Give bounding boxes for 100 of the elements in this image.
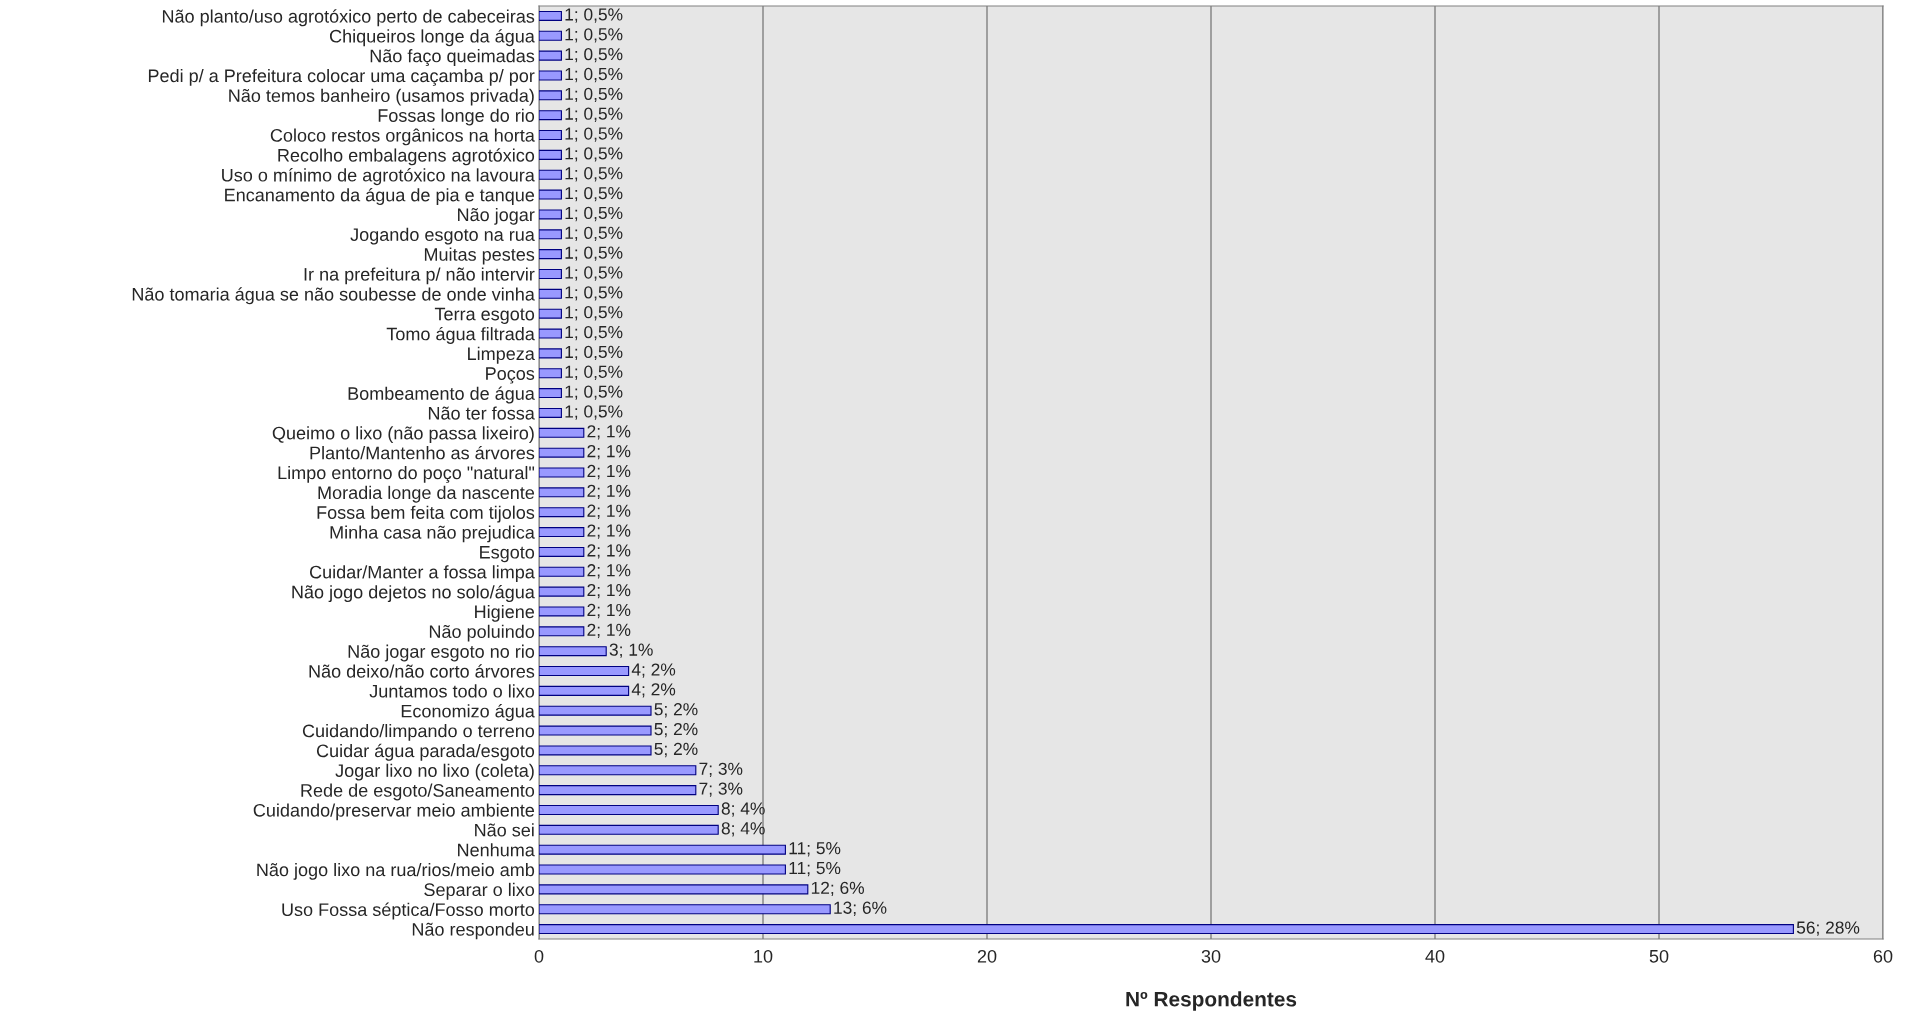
bar <box>539 427 585 438</box>
data-label: 1; 0,5% <box>565 87 623 103</box>
bar <box>539 487 585 498</box>
bar <box>539 328 562 339</box>
bar <box>539 606 585 617</box>
y-tick-label: Não jogo dejetos no solo/água <box>292 584 535 602</box>
bar <box>539 368 562 379</box>
y-tick-label: Queimo o lixo (não passa lixeiro) <box>272 426 534 444</box>
data-label: 1; 0,5% <box>565 306 623 321</box>
bar <box>539 765 697 776</box>
y-tick-label: Jogar lixo no lixo (coleta) <box>335 763 534 781</box>
data-label: 2; 1% <box>587 564 631 579</box>
x-tick-label: 10 <box>754 949 773 963</box>
y-tick-label: Pedi p/ a Prefeitura colocar uma caçamba p/ por <box>148 68 535 86</box>
y-tick-label: Não sei <box>475 823 534 837</box>
bar <box>539 785 697 796</box>
data-label: 2; 1% <box>587 544 631 559</box>
data-label: 1; 0,5% <box>565 28 623 43</box>
data-label: 5; 2% <box>654 722 698 738</box>
data-label: 4; 2% <box>631 663 676 678</box>
bar <box>539 725 652 736</box>
data-label: 1; 0,5% <box>565 186 623 202</box>
y-tick-label: Uso o mínimo de agrotóxico na lavoura <box>222 168 535 186</box>
data-label: 1; 0,5% <box>565 206 623 222</box>
bar <box>539 308 562 319</box>
bar <box>539 864 786 875</box>
bar <box>539 209 562 220</box>
bar <box>539 685 630 696</box>
data-label: 1; 0,5% <box>565 405 623 420</box>
data-label: 2; 1% <box>587 583 631 599</box>
y-tick-label: Economizo água <box>401 704 535 722</box>
data-label: 1; 0,5% <box>565 226 623 241</box>
y-tick-label: Não planto/uso agrotóxico perto de cabeceiras <box>162 9 535 27</box>
bar <box>539 268 562 280</box>
y-tick-label: Limpeza <box>468 346 535 364</box>
y-tick-label: Limpo entorno do poço "natural" <box>278 465 535 483</box>
bar <box>539 924 1794 935</box>
y-tick-label: Não ter fossa <box>428 406 535 420</box>
data-label: 1; 0,5% <box>565 345 623 361</box>
bar <box>539 646 607 657</box>
data-label: 8; 4% <box>721 822 765 837</box>
data-label: 2; 1% <box>587 445 631 460</box>
data-label: 12; 6% <box>811 881 865 897</box>
data-label: 56; 28% <box>1796 921 1860 936</box>
data-label: 7; 3% <box>699 762 743 777</box>
data-label: 13; 6% <box>834 901 887 916</box>
y-tick-label: Cuidando/limpando o terreno <box>302 724 535 741</box>
y-tick-label: Minha casa não prejudica <box>330 525 535 543</box>
y-tick-label: Não poluindo <box>429 624 535 642</box>
data-label: 2; 1% <box>587 603 631 619</box>
y-tick-label: Recolho embalagens agrotóxico <box>278 148 535 166</box>
bar <box>539 745 652 756</box>
bar <box>539 804 719 815</box>
bar <box>539 844 786 855</box>
x-axis-title: Nº Respondentes <box>1126 991 1297 1011</box>
data-label: 2; 1% <box>587 623 631 639</box>
y-tick-label: Chiqueiros longe da água <box>329 29 535 47</box>
data-label: 8; 4% <box>721 802 765 817</box>
data-label: 3; 1% <box>609 643 653 658</box>
x-tick-label: 30 <box>1201 949 1221 963</box>
y-tick-label: Juntamos todo o lixo <box>369 684 535 698</box>
bar <box>539 586 585 597</box>
data-label: 11; 5% <box>789 842 841 857</box>
y-tick-label: Terra esgoto <box>434 307 535 324</box>
y-tick-label: Esgoto <box>480 546 535 563</box>
bar <box>539 546 585 557</box>
y-tick-label: Nenhuma <box>458 843 535 857</box>
y-tick-label: Bombeamento de água <box>348 386 535 404</box>
bar <box>539 705 652 716</box>
data-label: 1; 0,5% <box>565 107 623 122</box>
bar <box>539 50 562 61</box>
bar <box>539 407 562 418</box>
bar <box>539 229 562 240</box>
y-tick-label: Cuidar/Manter a fossa limpa <box>309 565 535 583</box>
bar <box>539 149 562 160</box>
y-tick-label: Não tomaria água se não soubesse de onde vinha <box>132 287 535 305</box>
y-tick-label: Coloco restos orgânicos na horta <box>270 128 535 146</box>
bar <box>539 189 562 200</box>
y-tick-label: Não faço queimadas <box>370 49 535 66</box>
y-tick-label: Não jogo lixo na rua/rios/meio amb <box>257 862 535 880</box>
bar <box>539 30 562 41</box>
data-label: 1; 0,5% <box>565 286 623 301</box>
data-label: 1; 0,5% <box>565 47 623 63</box>
bar <box>539 566 585 577</box>
bar <box>539 884 809 895</box>
y-tick-label: Uso Fossa séptica/Fosso morto <box>282 902 535 920</box>
y-tick-label: Não jogar <box>458 207 535 225</box>
bar <box>539 527 585 538</box>
bar <box>539 447 585 458</box>
y-tick-label: Não jogar esgoto no rio <box>348 644 535 662</box>
bar <box>539 388 562 399</box>
y-tick-label: Não respondeu <box>412 922 534 940</box>
data-label: 2; 1% <box>587 464 631 480</box>
x-tick-label: 50 <box>1649 949 1669 963</box>
y-tick-label: Jogando esgoto na rua <box>350 227 535 245</box>
bar <box>539 507 585 518</box>
y-tick-label: Moradia longe da nascente <box>318 485 535 503</box>
bar <box>539 10 562 21</box>
data-label: 1; 0,5% <box>565 325 623 341</box>
data-label: 2; 1% <box>587 524 631 539</box>
